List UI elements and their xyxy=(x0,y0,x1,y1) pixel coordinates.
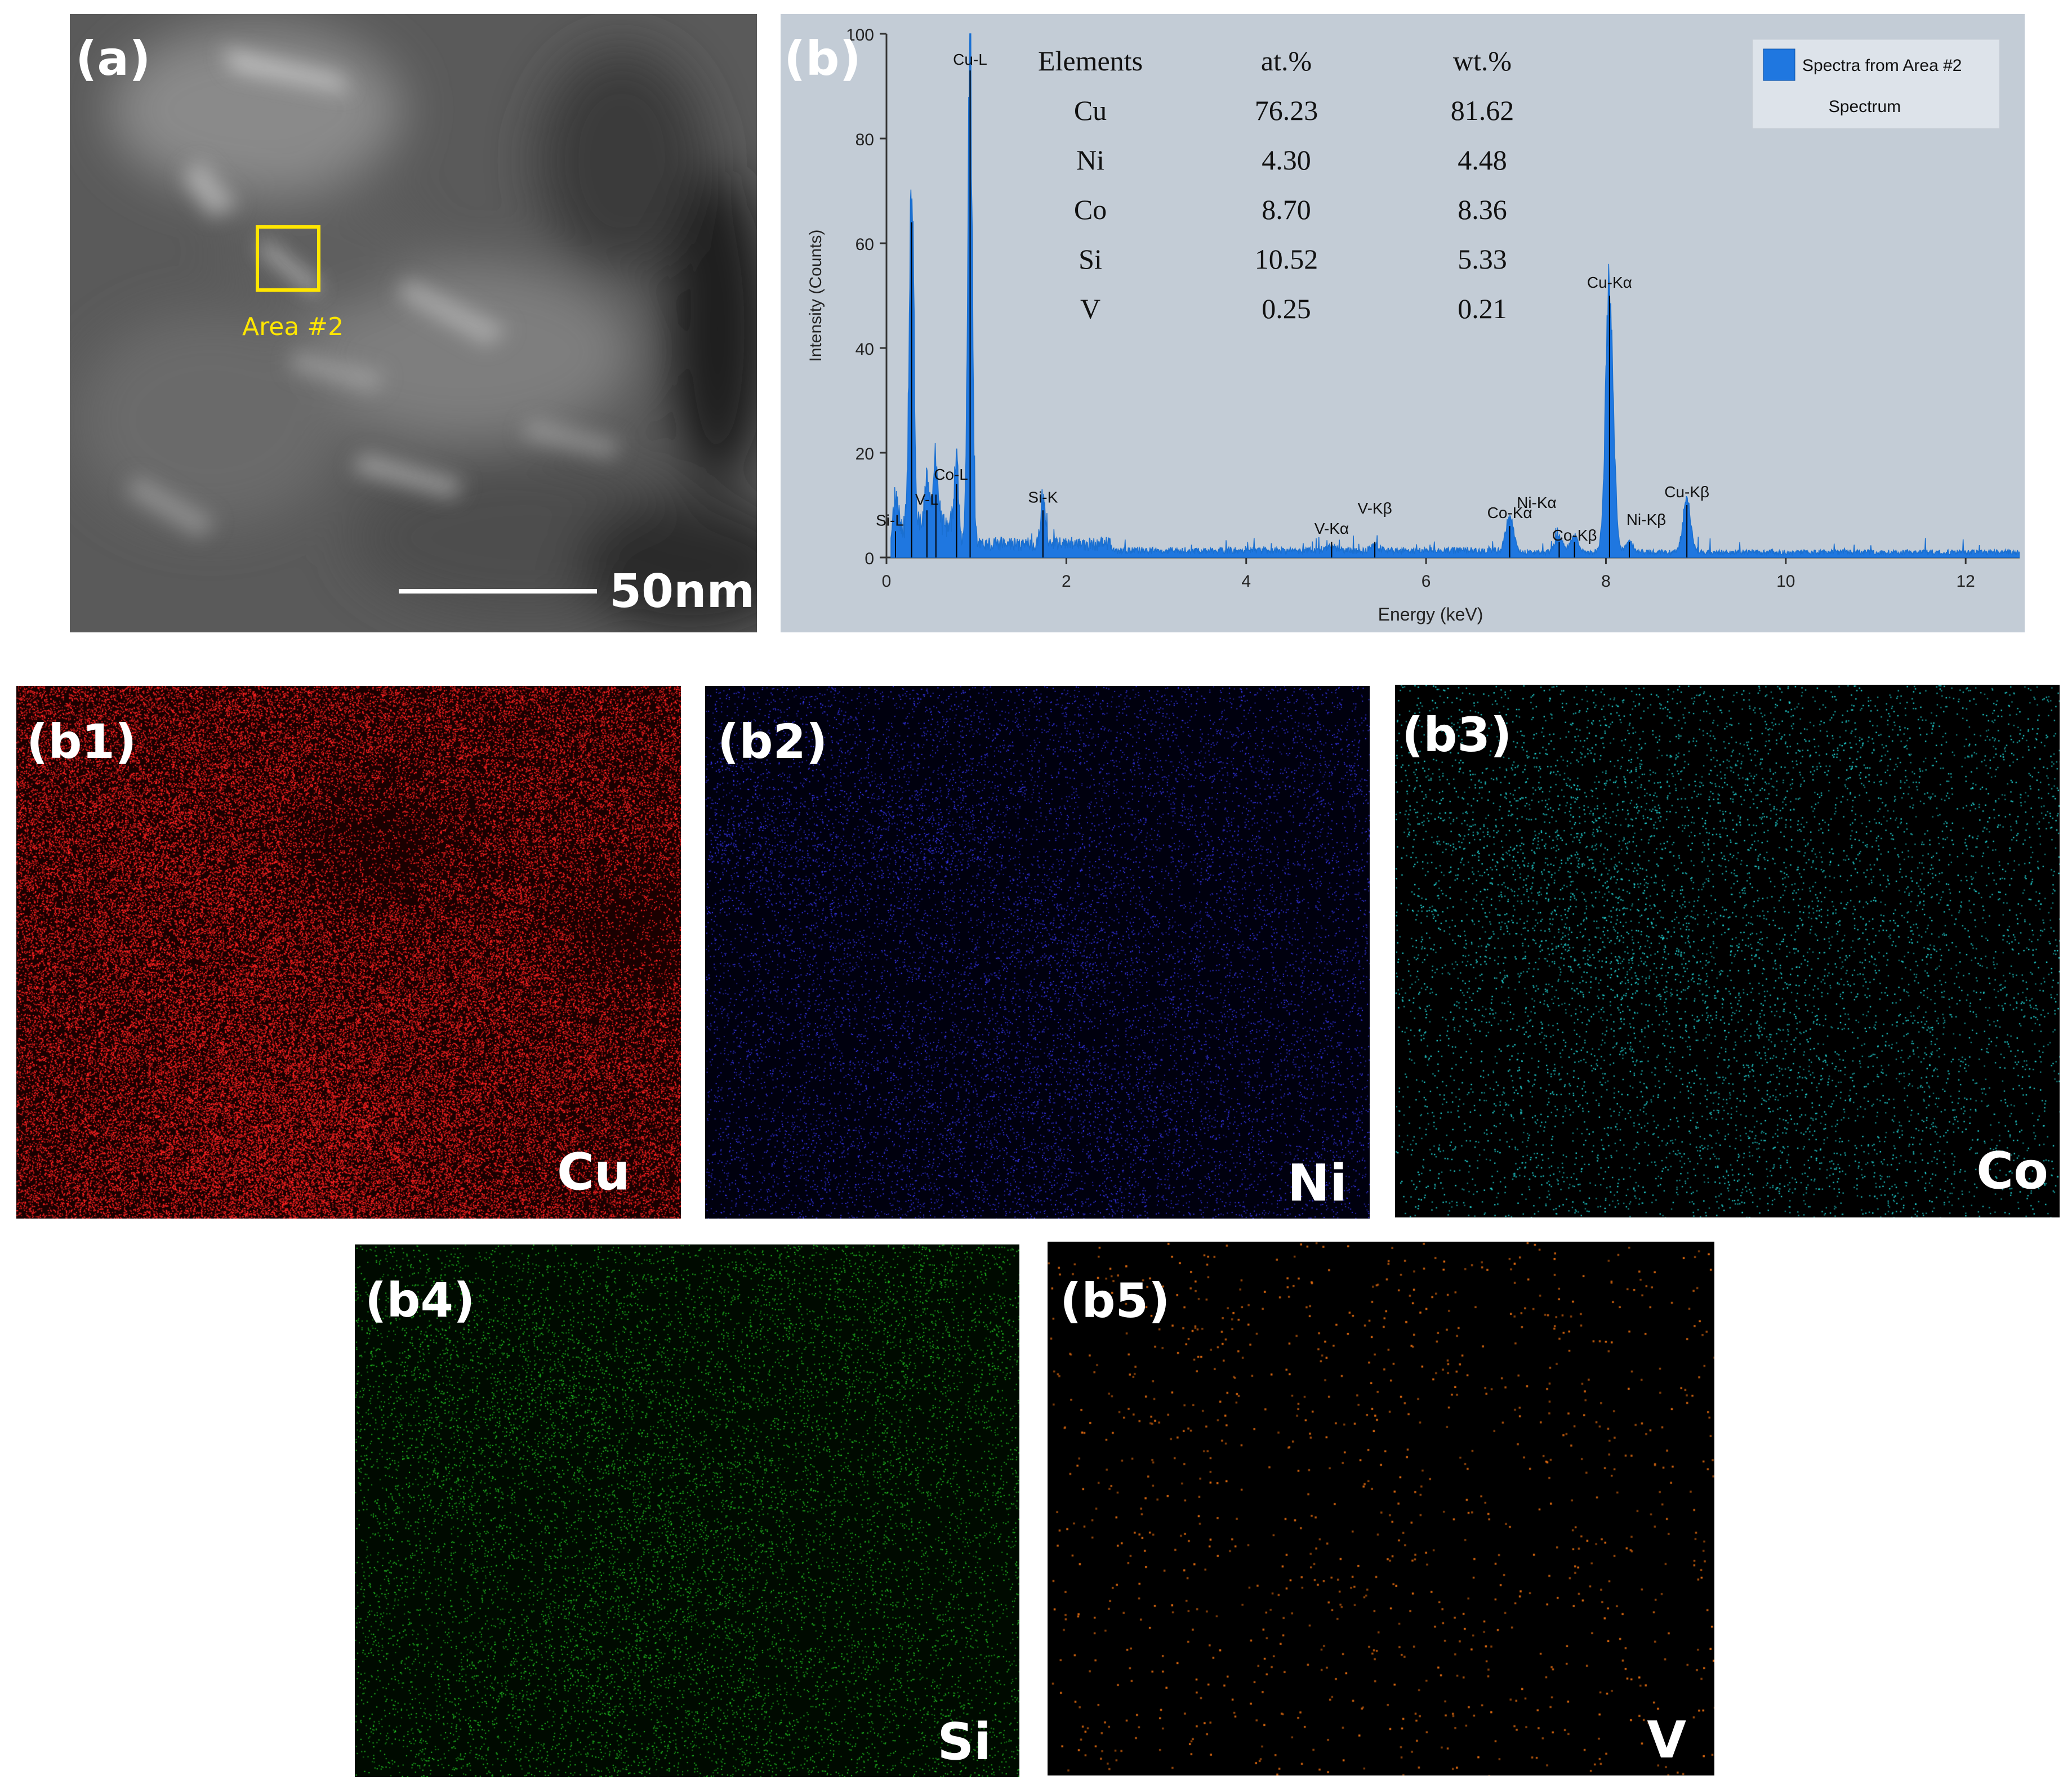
x-tick-label: 2 xyxy=(1062,572,1071,591)
table-value-cell: 81.62 xyxy=(1451,95,1514,126)
x-tick-label: 12 xyxy=(1957,572,1975,591)
y-tick-label: 0 xyxy=(865,550,874,568)
table-element-cell: Ni xyxy=(1076,144,1104,176)
y-axis-title: Intensity (Counts) xyxy=(806,229,825,362)
map-panel-cu: (b1) Cu xyxy=(16,686,681,1219)
table-value-cell: 8.70 xyxy=(1262,194,1311,225)
table-value-cell: 5.33 xyxy=(1458,243,1507,275)
map-b3-label: (b3) xyxy=(1402,707,1512,762)
peak-label: V-Kα xyxy=(1315,520,1349,537)
map-b5-element: V xyxy=(1647,1711,1686,1770)
legend-entry: Spectra from Area #2 xyxy=(1802,56,1962,75)
map-b2-element: Ni xyxy=(1287,1154,1347,1213)
peak-label: Si-K xyxy=(1028,488,1058,506)
cu-map-dots xyxy=(16,686,681,1219)
table-value-cell: 76.23 xyxy=(1255,95,1318,126)
map-panel-v: (b5) V xyxy=(1048,1242,1714,1775)
peak-label: Co-Kα xyxy=(1487,504,1532,521)
map-panel-co: (b3) Co xyxy=(1395,685,2060,1217)
peak-label: V-Kβ xyxy=(1357,499,1392,517)
peak-label: Co-L xyxy=(934,466,968,483)
table-header: at.% xyxy=(1261,45,1312,77)
map-b4-element: Si xyxy=(937,1712,991,1772)
peak-label: Cu-Kα xyxy=(1587,274,1632,291)
y-tick-label: 80 xyxy=(855,131,874,149)
scale-bar xyxy=(399,589,597,594)
map-b5-label: (b5) xyxy=(1060,1273,1170,1328)
peak-label: Cu-Kβ xyxy=(1664,483,1709,501)
ni-map-dots xyxy=(705,686,1370,1219)
panel-a-stem-image: Area #2 50nm (a) xyxy=(70,14,757,632)
table-element-cell: Si xyxy=(1079,243,1102,275)
map-panel-si: (b4) Si xyxy=(355,1244,1019,1777)
table-header: wt.% xyxy=(1453,45,1512,77)
x-tick-label: 4 xyxy=(1241,572,1251,591)
map-b3-element: Co xyxy=(1976,1141,2048,1201)
peak-label: Co-Kβ xyxy=(1552,527,1597,544)
spectrum-series-area xyxy=(890,33,2020,558)
map-panel-ni: (b2) Ni xyxy=(705,686,1370,1219)
x-axis-title: Energy (keV) xyxy=(1378,604,1483,624)
table-element-cell: V xyxy=(1080,293,1100,324)
table-value-cell: 10.52 xyxy=(1255,243,1318,275)
x-tick-label: 6 xyxy=(1422,572,1431,591)
peak-label: V-L xyxy=(915,490,939,508)
x-tick-label: 0 xyxy=(882,572,892,591)
table-element-cell: Co xyxy=(1074,194,1107,225)
panel-b-spectrum: 0 20 40 60 80 100 0 2 4 6 8 10 12 Energy (keV) Intensi… xyxy=(781,14,2025,632)
spectrum-chart: 0 20 40 60 80 100 0 2 4 6 8 10 12 Energy (keV) Intensi… xyxy=(806,26,2020,624)
si-map-dots xyxy=(355,1244,1019,1777)
peak-label: Ni-Kα xyxy=(1517,494,1557,511)
area-2-selection-box xyxy=(256,225,320,292)
map-b1-label: (b1) xyxy=(26,714,137,769)
x-tick-label: 8 xyxy=(1601,572,1611,591)
stem-image-texture xyxy=(70,14,757,632)
area-2-label: Area #2 xyxy=(242,313,344,341)
map-b1-element: Cu xyxy=(556,1143,630,1202)
map-b4-label: (b4) xyxy=(365,1273,475,1328)
legend-swatch xyxy=(1763,48,1795,81)
peak-label: Cu-L xyxy=(953,51,987,68)
table-value-cell: 0.25 xyxy=(1262,293,1311,324)
v-map-dots xyxy=(1048,1242,1714,1775)
co-map-dots xyxy=(1395,685,2060,1217)
panel-b-label: (b) xyxy=(784,31,861,86)
peak-label: Ni-Kβ xyxy=(1627,511,1666,528)
table-value-cell: 8.36 xyxy=(1458,194,1507,225)
y-tick-label: 60 xyxy=(855,235,874,254)
table-value-cell: 0.21 xyxy=(1458,293,1507,324)
table-value-cell: 4.48 xyxy=(1458,144,1507,176)
table-element-cell: Cu xyxy=(1074,95,1107,126)
table-value-cell: 4.30 xyxy=(1262,144,1311,176)
legend-subtitle: Spectrum xyxy=(1829,97,1901,116)
scale-bar-label: 50nm xyxy=(609,565,755,618)
peak-label: Si-L xyxy=(876,512,904,529)
x-tick-label: 10 xyxy=(1776,572,1795,591)
panel-a-label: (a) xyxy=(75,31,151,86)
y-tick-label: 100 xyxy=(846,26,874,44)
y-tick-label: 40 xyxy=(855,340,874,359)
y-tick-label: 20 xyxy=(855,445,874,463)
table-header: Elements xyxy=(1038,45,1143,77)
map-b2-label: (b2) xyxy=(718,714,828,769)
